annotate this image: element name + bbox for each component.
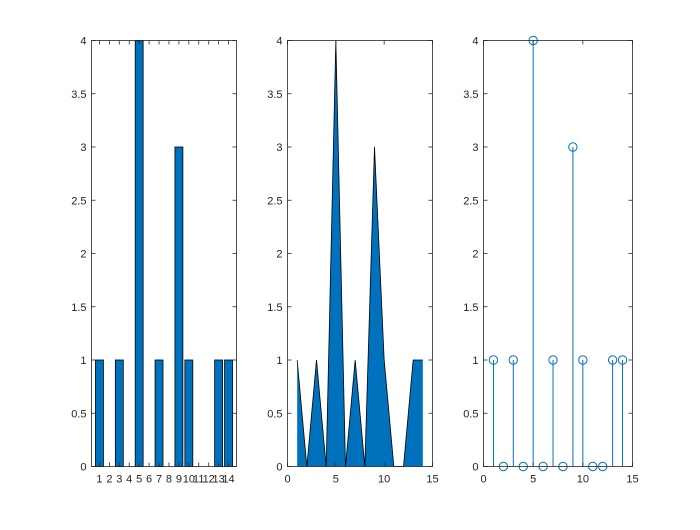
stem-marker-1 bbox=[488, 355, 499, 365]
x-tick-label: 10 bbox=[577, 474, 589, 486]
y-tick-label: 1.5 bbox=[267, 302, 282, 314]
y-tick-label: 1.5 bbox=[463, 302, 478, 314]
y-tick-label: 3.5 bbox=[267, 89, 282, 101]
x-tick-label: 4 bbox=[126, 474, 132, 486]
x-tick-label: 11 bbox=[193, 474, 204, 486]
y-tick-label: 1 bbox=[80, 355, 86, 367]
x-tick-label: 3 bbox=[116, 474, 122, 486]
y-tick-label: 4 bbox=[472, 36, 478, 48]
y-tick-label: 3 bbox=[80, 142, 86, 154]
x-tick-label: 7 bbox=[156, 474, 162, 486]
bar-13 bbox=[214, 359, 223, 467]
x-tick-label: 1 bbox=[96, 474, 102, 486]
x-tick-label: 2 bbox=[106, 474, 112, 486]
bar-3 bbox=[114, 359, 124, 467]
y-tick-label: 2.5 bbox=[71, 195, 86, 207]
x-tick-label: 8 bbox=[166, 474, 172, 486]
y-tick-label: 3.5 bbox=[71, 89, 86, 101]
y-tick-label: 3 bbox=[472, 142, 478, 154]
y-tick-label: 2 bbox=[276, 249, 282, 261]
x-tick-label: 6 bbox=[146, 474, 152, 486]
bar-14 bbox=[224, 359, 233, 467]
y-tick-label: 4 bbox=[276, 36, 282, 48]
x-tick-label: 5 bbox=[136, 474, 142, 486]
y-tick-label: 0.5 bbox=[267, 408, 282, 420]
x-tick-label: 0 bbox=[284, 474, 290, 486]
y-tick-label: 0 bbox=[80, 462, 86, 474]
y-tick-label: 1.5 bbox=[71, 302, 86, 314]
axes-box bbox=[483, 40, 633, 467]
stem-marker-13 bbox=[607, 355, 618, 365]
y-tick-label: 0 bbox=[276, 462, 282, 474]
x-tick-label: 10 bbox=[183, 474, 195, 486]
bar-1 bbox=[95, 359, 104, 467]
x-tick-label: 15 bbox=[426, 474, 438, 486]
y-tick-label: 3.5 bbox=[463, 89, 478, 101]
x-tick-label: 10 bbox=[378, 474, 390, 486]
stem-marker-7 bbox=[548, 355, 558, 365]
x-tick-label: 12 bbox=[203, 474, 215, 486]
x-tick-label: 14 bbox=[222, 474, 234, 486]
bar-10 bbox=[184, 359, 194, 467]
y-tick-label: 0.5 bbox=[71, 408, 86, 420]
y-tick-label: 2.5 bbox=[463, 195, 478, 207]
x-tick-label: 13 bbox=[212, 474, 224, 486]
y-tick-label: 0.5 bbox=[463, 408, 478, 420]
y-tick-label: 2 bbox=[472, 249, 478, 261]
stem-marker-9 bbox=[568, 142, 578, 152]
stem-marker-10 bbox=[578, 355, 588, 365]
stem-marker-14 bbox=[617, 355, 628, 365]
x-tick-label: 9 bbox=[176, 474, 182, 486]
subplot-2: 0 0.5 1 1.5 2 2.5 3 3.5 4 0 5 10 15 bbox=[267, 36, 438, 486]
y-tick-label: 0 bbox=[472, 462, 478, 474]
stem-marker-3 bbox=[508, 355, 518, 365]
y-tick-label: 1 bbox=[472, 355, 478, 367]
y-tick-label: 3 bbox=[276, 142, 282, 154]
bar-7 bbox=[154, 359, 164, 467]
y-tick-label: 2 bbox=[80, 249, 86, 261]
y-tick-label: 1 bbox=[276, 355, 282, 367]
bar-9 bbox=[174, 146, 184, 467]
x-tick-label: 5 bbox=[530, 474, 536, 486]
x-tick-label: 15 bbox=[626, 474, 638, 486]
y-tick-label: 4 bbox=[80, 36, 86, 48]
bar-5 bbox=[134, 40, 144, 467]
subplot-3: 0 0.5 1 1.5 2 2.5 3 3.5 4 0 5 10 15 bbox=[463, 36, 638, 486]
x-tick-label: 0 bbox=[480, 474, 486, 486]
area-fill bbox=[297, 40, 423, 467]
y-tick-label: 2.5 bbox=[267, 195, 282, 207]
x-tick-label: 5 bbox=[333, 474, 339, 486]
